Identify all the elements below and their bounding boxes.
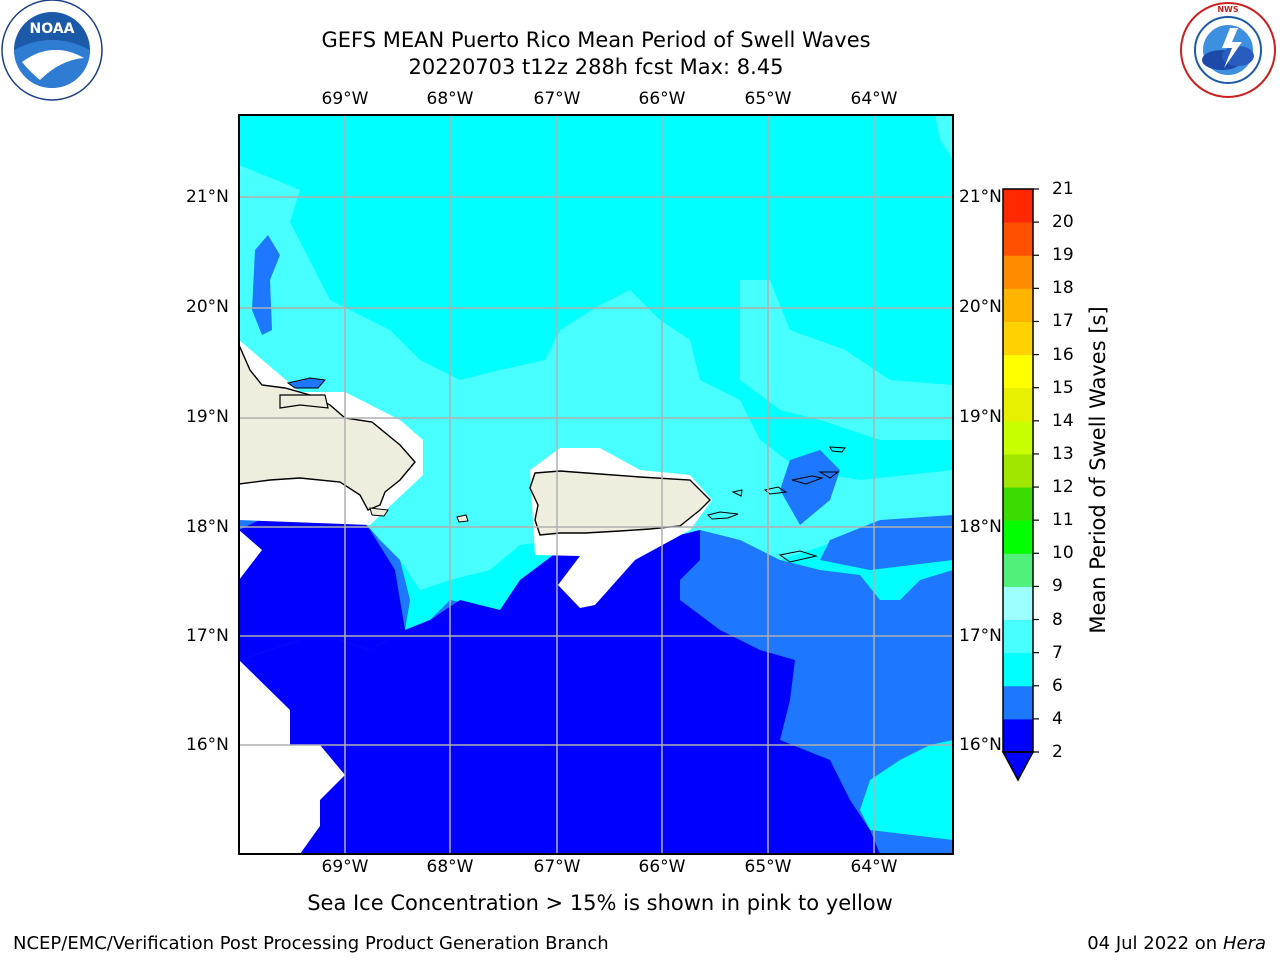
lat-label-right: 21°N [959,187,1002,207]
colorbar-segment [1003,222,1033,256]
no-data-mask [239,660,345,854]
colorbar-extend-arrow [1001,751,1035,782]
land-hispaniola [239,344,416,511]
lat-label-left: 16°N [186,735,229,755]
colorbar-segment [1003,553,1033,587]
lon-label-top: 67°W [533,89,581,109]
colorbar-tick-label: 19 [1052,245,1074,266]
colorbar [1001,188,1039,782]
colorbar-tick-label: 9 [1052,576,1063,597]
colorbar-segment [1003,685,1033,720]
colorbar-segment [1003,354,1033,389]
colorbar-segment [1003,453,1033,488]
noaa-logo-text: NOAA [30,21,75,37]
colorbar-tick-label: 21 [1052,179,1074,199]
colorbar-tick-label: 6 [1052,675,1063,696]
colorbar-segment [1003,487,1033,521]
lat-label-left: 21°N [186,187,229,207]
chart-subtitle: 20220703 t12z 288h fcst Max: 8.45 [408,55,784,79]
colorbar-frame [1002,188,1034,753]
credit-line: NCEP/EMC/Verification Post Processing Pr… [13,933,609,954]
lat-label-right: 17°N [959,626,1002,646]
colorbar-tick-label: 4 [1052,708,1063,729]
colorbar-label: Mean Period of Swell Waves [s] [1086,306,1110,634]
colorbar-tick-label: 11 [1052,510,1074,531]
colorbar-tick-label: 12 [1052,477,1074,498]
colorbar-tick-label: 18 [1052,278,1074,299]
colorbar-tick-label: 2 [1052,742,1063,762]
lon-label-bottom: 64°W [850,857,898,877]
noaa-logo: NOAA [1,0,103,101]
lon-label-bottom: 69°W [321,857,369,877]
contour-7s [935,115,953,160]
svg-text:NWS: NWS [1217,5,1239,14]
lat-label-left: 17°N [186,626,229,646]
land-puerto-rico [529,470,711,536]
lat-label-right: 19°N [959,407,1002,427]
lon-label-bottom: 68°W [426,857,474,877]
lat-label-right: 18°N [959,517,1002,537]
lon-label-bottom: 65°W [744,857,792,877]
lon-label-top: 68°W [426,89,474,109]
colorbar-segment [1003,255,1033,289]
lon-label-top: 66°W [638,89,686,109]
colorbar-segment [1003,387,1033,422]
chart-title: GEFS MEAN Puerto Rico Mean Period of Swe… [321,28,871,52]
colorbar-tick-label: 14 [1052,410,1074,431]
colorbar-tick-label: 20 [1052,212,1074,233]
lat-label-left: 20°N [186,297,229,317]
lon-label-top: 65°W [744,89,792,109]
lon-label-top: 69°W [321,89,369,109]
host-name: Hera [1222,933,1266,954]
colorbar-tick-label: 17 [1052,311,1074,332]
colorbar-tick-label: 13 [1052,443,1074,464]
lon-label-bottom: 66°W [638,857,686,877]
colorbar-tick-label: 15 [1052,377,1074,398]
nws-logo: NWS [1180,2,1276,98]
colorbar-segment [1003,718,1033,753]
lon-label-bottom: 67°W [533,857,581,877]
colorbar-tick-label: 16 [1052,344,1074,365]
colorbar-segment [1003,321,1033,356]
colorbar-segment [1003,586,1033,621]
colorbar-segment [1003,520,1033,554]
land-virgin-islands [707,446,846,563]
colorbar-tick-label: 10 [1052,543,1074,564]
sea-ice-note: Sea Ice Concentration > 15% is shown in … [307,891,893,915]
colorbar-tick-label: 7 [1052,642,1063,663]
map-frame [238,114,954,855]
lat-label-right: 16°N [959,735,1002,755]
datestamp: 04 Jul 2022 on Hera [1087,933,1266,954]
colorbar-segment [1003,420,1033,455]
lat-label-right: 20°N [959,297,1002,317]
colorbar-segment [1003,619,1033,654]
date-text: 04 Jul 2022 on [1087,933,1218,954]
colorbar-segment [1003,652,1033,687]
lon-label-top: 64°W [850,89,898,109]
contour-2s [239,500,405,660]
lat-label-left: 18°N [186,517,229,537]
colorbar-segment [1003,189,1033,223]
contour-7s [239,165,953,590]
lat-label-left: 19°N [186,407,229,427]
colorbar-tick-label: 8 [1052,609,1063,630]
colorbar-segment [1003,288,1033,322]
